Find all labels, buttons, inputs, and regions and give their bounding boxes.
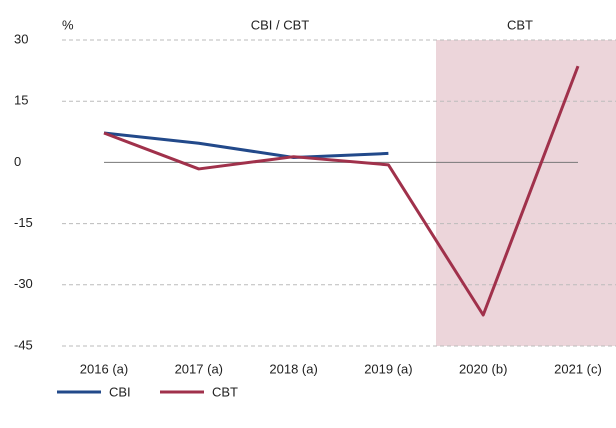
x-tick-label: 2018 (a) <box>269 361 317 376</box>
legend-label: CBT <box>212 384 238 399</box>
y-tick-label: 30 <box>14 31 28 46</box>
y-tick-label: 0 <box>14 154 21 169</box>
x-tick-label: 2021 (c) <box>554 361 602 376</box>
y-tick-label: -15 <box>14 215 33 230</box>
y-tick-label: -45 <box>14 337 33 352</box>
x-tick-label: 2017 (a) <box>175 361 223 376</box>
annotation: CBI / CBT <box>251 17 310 32</box>
y-unit: % <box>62 17 74 32</box>
forecast-shading <box>436 40 616 346</box>
legend-label: CBI <box>109 384 131 399</box>
y-tick-label: 15 <box>14 93 28 108</box>
series-line <box>103 65 580 317</box>
annotation: CBT <box>507 17 533 32</box>
x-tick-label: 2016 (a) <box>80 361 128 376</box>
y-tick-label: -30 <box>14 276 33 291</box>
x-tick-label: 2019 (a) <box>364 361 412 376</box>
series-line <box>103 131 389 160</box>
x-tick-label: 2020 (b) <box>459 361 507 376</box>
